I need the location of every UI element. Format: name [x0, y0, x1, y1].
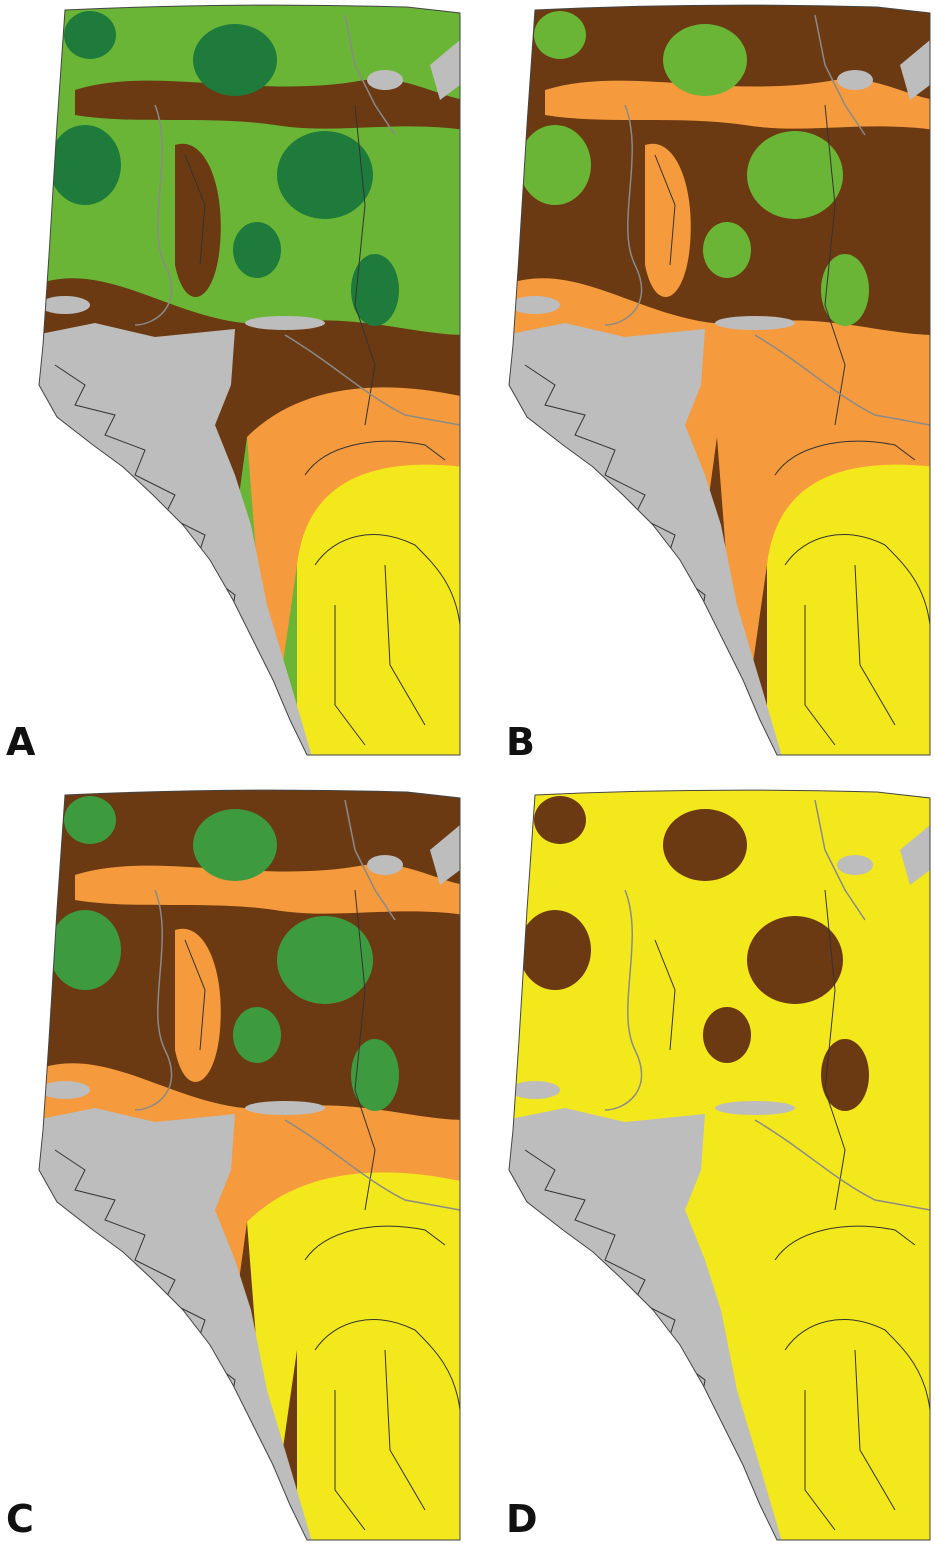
panel-label: A [6, 720, 36, 764]
panel-label: D [506, 1497, 538, 1541]
panel-label: B [506, 720, 535, 764]
map-panel [35, 790, 465, 1541]
map-panel [35, 5, 465, 760]
panel-label: C [6, 1497, 34, 1541]
map-panel [505, 5, 935, 760]
map-panel [505, 790, 935, 1541]
